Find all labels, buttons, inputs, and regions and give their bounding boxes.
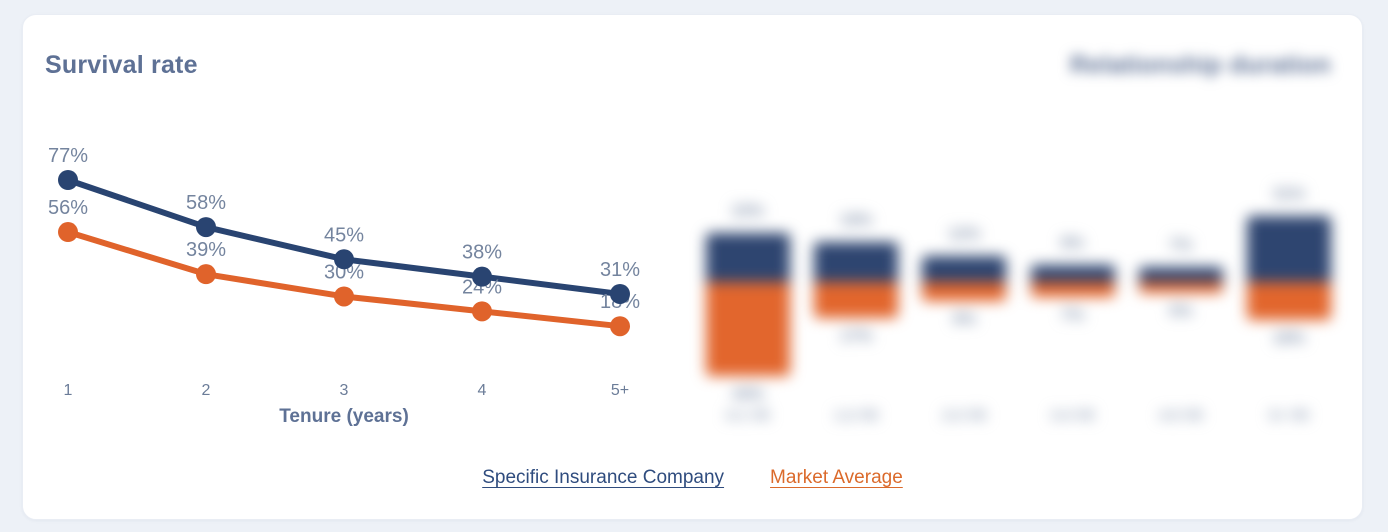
bar-segment-market xyxy=(1247,282,1331,321)
bar-segment-company xyxy=(814,241,899,282)
bar-top-label: 12% xyxy=(948,226,981,244)
data-point-label: 30% xyxy=(324,261,364,283)
x-axis-tick: 5+ xyxy=(611,382,629,399)
data-point xyxy=(196,264,216,285)
bar-top-label: 7% xyxy=(1169,237,1193,255)
bar-segment-company xyxy=(1138,267,1223,282)
bar-segment-company xyxy=(1030,264,1115,282)
x-axis-tick: 1 xyxy=(64,382,73,399)
data-point xyxy=(610,316,630,337)
bar-top-label: 8% xyxy=(1061,234,1085,252)
data-point xyxy=(610,283,630,304)
bar-bottom-label: 7% xyxy=(1061,306,1085,324)
bar-segment-market xyxy=(814,282,899,319)
data-point-label: 56% xyxy=(48,197,88,219)
data-point-label: 45% xyxy=(324,224,364,246)
legend-item-market-average[interactable]: Market Average xyxy=(770,467,903,488)
bar-segment-company xyxy=(922,256,1007,282)
bar-bottom-label: 5% xyxy=(1169,302,1193,320)
bar-top-label: 19% xyxy=(840,211,873,229)
bar-category-label: 3-4 YR xyxy=(1050,407,1095,423)
data-point xyxy=(58,170,78,190)
data-point-label: 38% xyxy=(462,242,502,264)
bar-segment-market xyxy=(922,282,1007,302)
bar-top-label: 23% xyxy=(731,203,765,220)
x-axis-tick: 2 xyxy=(202,382,211,399)
bar-bottom-label: 9% xyxy=(952,311,976,329)
chart-legend: Specific Insurance Company Market Averag… xyxy=(23,467,1362,489)
bar-category-label: 5+ YR xyxy=(1269,407,1309,423)
bar-category-label: 2-3 YR xyxy=(942,407,987,423)
data-point xyxy=(472,266,492,287)
bar-bottom-label: 17% xyxy=(840,328,873,346)
survival-line-chart: 56%39%30%24%18%77%58%45%38%31%12345+Tenu… xyxy=(48,145,640,427)
bar-segment-market xyxy=(1030,282,1115,297)
bar-segment-company xyxy=(1247,215,1331,282)
x-axis-tick: 3 xyxy=(340,382,349,399)
dashboard-card: Survival rate Relationship duration 56% 3… xyxy=(22,14,1363,520)
survival-rate-title: Survival rate xyxy=(45,51,198,79)
data-point xyxy=(472,301,492,322)
legend-item-specific-insurance-company[interactable]: Specific Insurance Company xyxy=(482,467,725,488)
data-point xyxy=(334,286,354,307)
bar-segment-market xyxy=(706,282,790,376)
relationship-duration-title: Relationship duration xyxy=(1069,51,1331,79)
data-point-label: 39% xyxy=(186,239,226,261)
bar-category-label: 4-5 YR xyxy=(1159,407,1203,423)
relationship-duration-bar-chart: 23% 44% 0-1 YR 19% 17% 1-2 YR 12% 9% 2-3 YR 8% 7% 3… xyxy=(23,15,1362,519)
bar-bottom-label: 18% xyxy=(1272,330,1306,348)
bar-segment-market xyxy=(1138,282,1223,293)
data-point xyxy=(334,249,354,270)
bar-segment-company xyxy=(706,233,790,282)
data-point-label: 58% xyxy=(186,192,226,214)
data-point-label: 31% xyxy=(600,259,640,281)
data-point-label: 77% xyxy=(48,145,88,167)
bar-bottom-label: 44% xyxy=(731,385,765,403)
data-point xyxy=(196,217,216,238)
x-axis-tick: 4 xyxy=(478,382,487,399)
bar-category-label: 1-2 YR xyxy=(834,407,878,423)
bar-top-label: 31% xyxy=(1272,185,1306,203)
data-point-label: 24% xyxy=(462,276,502,298)
x-axis-title: Tenure (years) xyxy=(279,406,409,427)
data-point xyxy=(58,222,78,243)
bar-category-label: 0-1 YR xyxy=(726,407,770,423)
